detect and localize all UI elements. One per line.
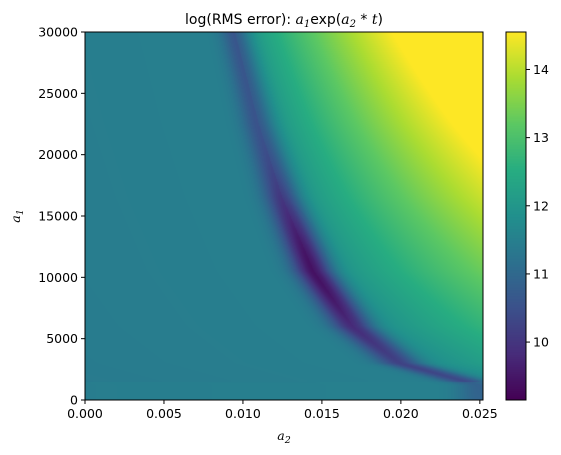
y-tick-label: 30000 — [38, 25, 78, 40]
colorbar-tick-label: 12 — [533, 198, 549, 213]
colorbar-frame — [505, 31, 527, 401]
y-tick-label: 5000 — [46, 331, 78, 346]
chart-title: log(RMS error): a1exp(a2 * t) — [185, 12, 383, 30]
colorbar-tick-label: 10 — [533, 335, 549, 350]
colorbar-image — [506, 32, 526, 400]
colorbar-tick-label: 13 — [533, 130, 549, 145]
colorbar-tick-label: 11 — [533, 266, 549, 281]
colorbar-tick-label: 14 — [533, 62, 549, 77]
y-tick-label: 20000 — [38, 147, 78, 162]
heatmap-image — [85, 32, 483, 400]
x-tick-label: 0.020 — [383, 406, 419, 421]
colorbar-axis: 10 11 12 13 14 — [526, 62, 549, 350]
x-tick-label: 0.015 — [304, 406, 340, 421]
x-tick-label: 0.025 — [462, 406, 498, 421]
x-tick-label: 0.010 — [225, 406, 261, 421]
y-axis: 0 5000 10000 15000 20000 25000 30000 — [38, 25, 85, 408]
x-axis-label: a2 — [277, 428, 291, 446]
x-tick-label: 0.000 — [67, 406, 103, 421]
y-tick-label: 10000 — [38, 270, 78, 285]
y-axis-label: a1 — [8, 209, 26, 223]
y-tick-label: 15000 — [38, 209, 78, 224]
y-tick-label: 25000 — [38, 86, 78, 101]
x-tick-label: 0.005 — [146, 406, 182, 421]
x-axis: 0.000 0.005 0.010 0.015 0.020 0.025 — [67, 400, 498, 421]
y-tick-label: 0 — [70, 393, 78, 408]
